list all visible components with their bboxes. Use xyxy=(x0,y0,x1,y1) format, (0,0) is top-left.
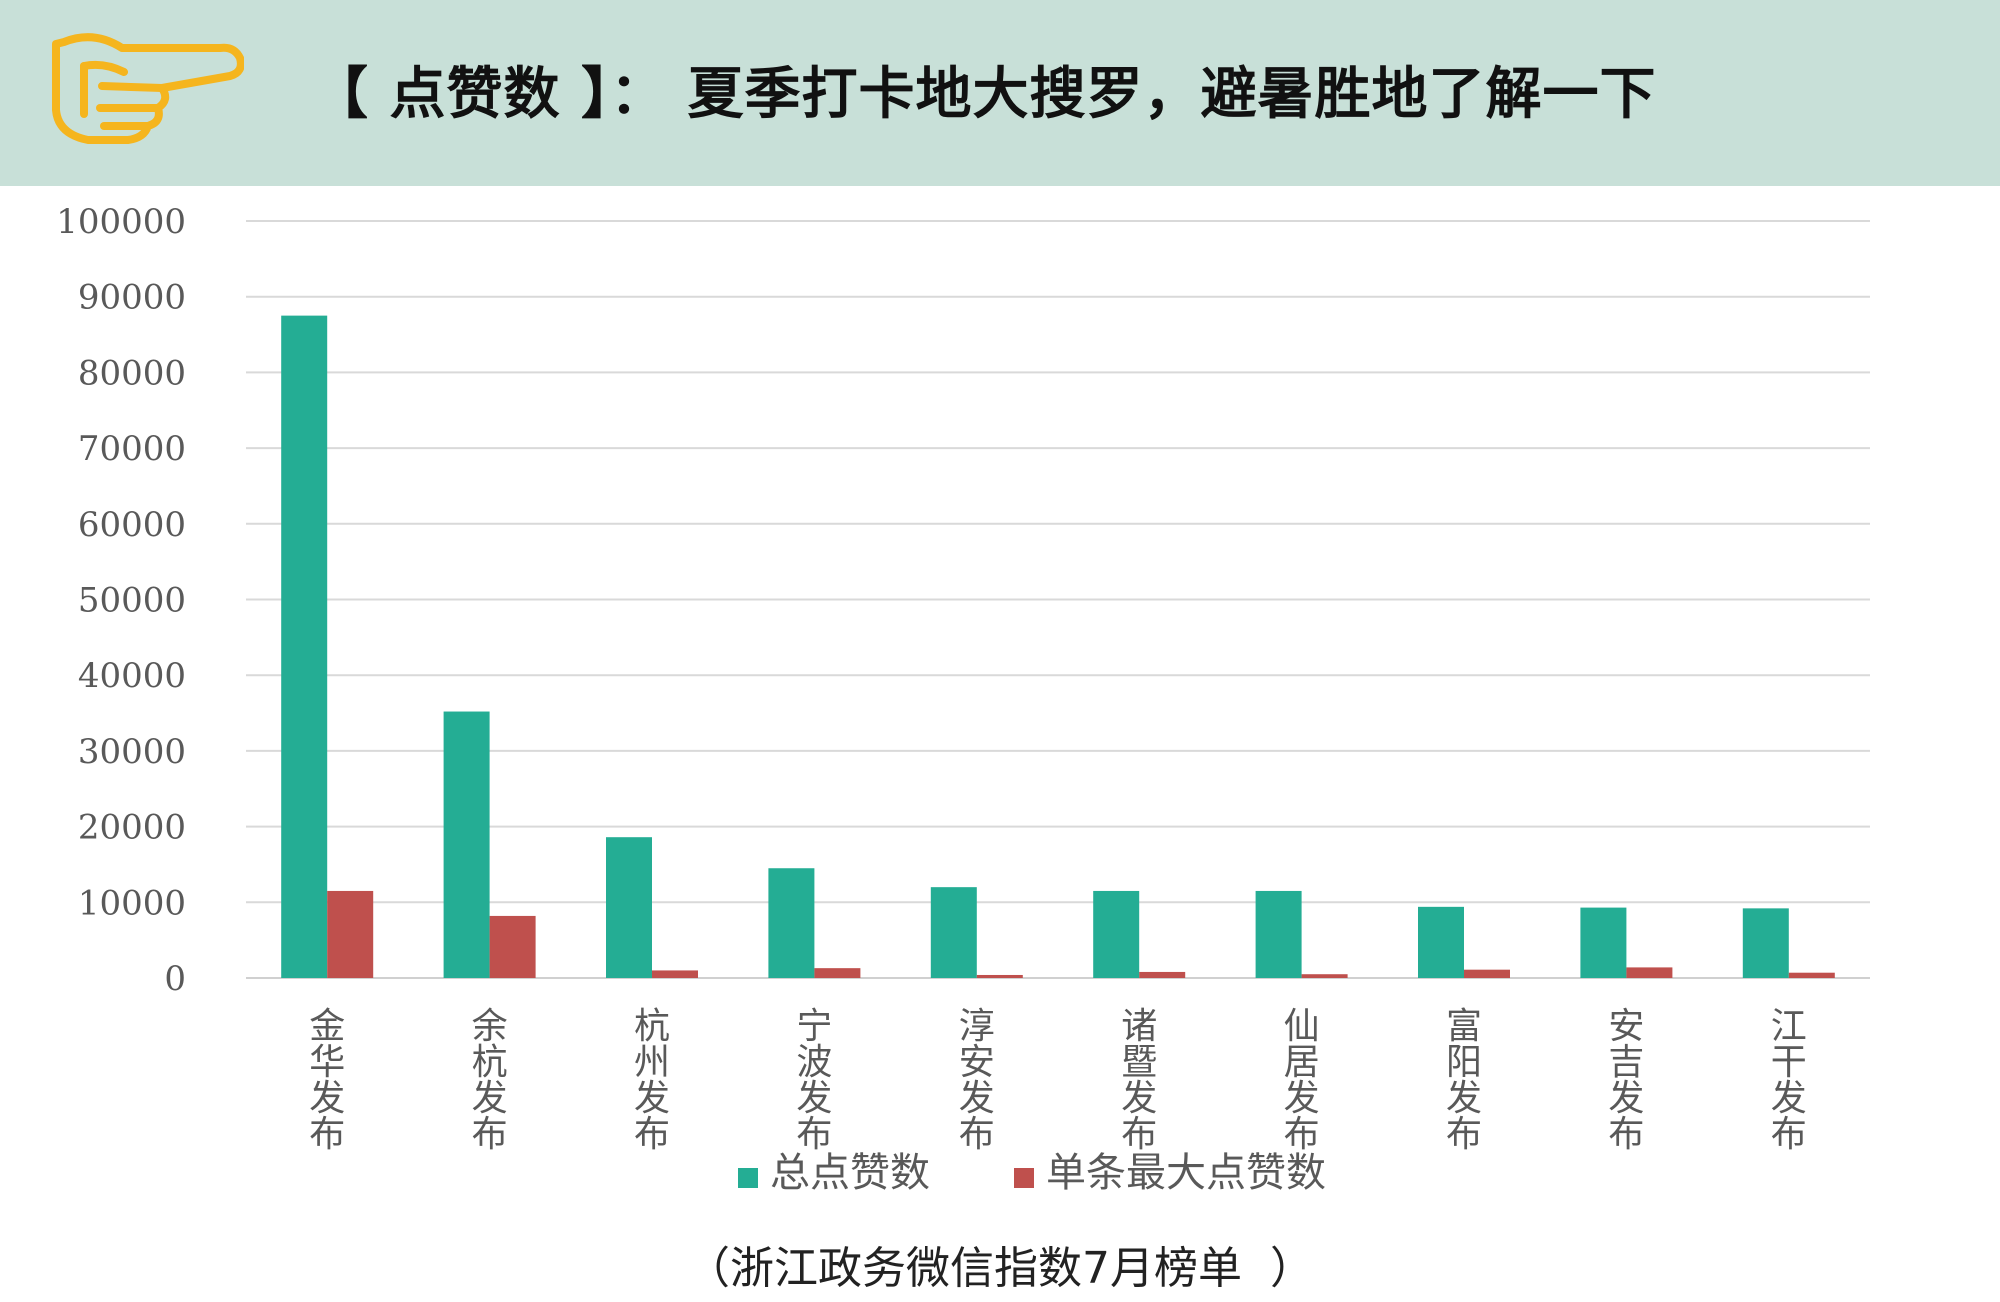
bar-chart: 0 10000 20000 30000 40000 50000 60000 70000 8000… xyxy=(56,202,1870,1196)
y-tick-label: 50000 xyxy=(78,581,186,621)
bar xyxy=(652,970,698,978)
x-tick-label: 布 xyxy=(1446,1114,1482,1155)
x-tick-label: 发 xyxy=(634,1078,670,1119)
y-tick-label: 90000 xyxy=(78,278,186,318)
x-tick-label: 发 xyxy=(1446,1078,1482,1119)
x-tick-label: 宁 xyxy=(796,1006,832,1047)
x-tick-label: 阳 xyxy=(1446,1042,1482,1083)
x-tick-label: 暨 xyxy=(1121,1042,1157,1083)
x-tick-label: 发 xyxy=(959,1078,995,1119)
x-tick-label: 干 xyxy=(1771,1042,1807,1083)
y-tick-label: 20000 xyxy=(78,808,186,848)
bar xyxy=(606,837,652,978)
x-tick-label: 布 xyxy=(1284,1114,1320,1155)
y-tick-label: 30000 xyxy=(78,732,186,772)
bar xyxy=(327,890,374,978)
x-tick-label: 布 xyxy=(472,1114,508,1155)
bar xyxy=(768,868,815,978)
bar xyxy=(814,968,861,978)
y-tick-label: 70000 xyxy=(78,429,186,469)
x-tick-label: 布 xyxy=(959,1114,995,1155)
header-banner: 【 点赞数 】： 夏季打卡地大搜罗，避暑胜地了解一下 xyxy=(0,0,2000,186)
y-tick-label: 0 xyxy=(164,959,186,999)
bar xyxy=(443,711,490,978)
x-tick-label: 发 xyxy=(1771,1078,1807,1119)
y-axis-ticks: 0 10000 20000 30000 40000 50000 60000 70000 8000… xyxy=(56,202,186,999)
page-title: 【 点赞数 】： 夏季打卡地大搜罗，避暑胜地了解一下 xyxy=(312,62,1657,127)
x-tick-label: 余 xyxy=(472,1006,508,1047)
x-tick-label: 布 xyxy=(309,1114,345,1155)
x-tick-label: 州 xyxy=(634,1042,670,1083)
legend-label: 单条最大点赞数 xyxy=(1046,1150,1326,1196)
legend-swatch xyxy=(738,1168,758,1188)
x-tick-label: 发 xyxy=(1121,1078,1157,1119)
x-tick-label: 富 xyxy=(1446,1006,1482,1047)
x-tick-label: 安 xyxy=(1608,1006,1644,1047)
bar xyxy=(1255,890,1302,978)
bar xyxy=(281,315,328,978)
x-tick-label: 布 xyxy=(796,1114,832,1155)
x-tick-label: 诸 xyxy=(1121,1006,1157,1047)
x-tick-label: 淳 xyxy=(959,1006,995,1047)
x-tick-label: 仙 xyxy=(1284,1006,1320,1047)
y-tick-label: 60000 xyxy=(78,505,186,545)
legend: 总点赞数 单条最大点赞数 xyxy=(738,1150,1326,1196)
y-tick-label: 40000 xyxy=(78,656,186,696)
bars xyxy=(281,315,1835,978)
x-tick-label: 布 xyxy=(1121,1114,1157,1155)
x-tick-label: 安 xyxy=(959,1042,995,1083)
legend-swatch xyxy=(1014,1168,1034,1188)
x-tick-label: 发 xyxy=(796,1078,832,1119)
bar xyxy=(489,915,536,978)
y-tick-label: 80000 xyxy=(78,353,186,393)
x-tick-label: 布 xyxy=(634,1114,670,1155)
footnote-source: （浙江政务微信指数7月榜单 ） xyxy=(686,1243,1314,1294)
x-tick-label: 金 xyxy=(309,1006,345,1047)
bar xyxy=(1626,967,1673,978)
x-tick-label: 布 xyxy=(1771,1114,1807,1155)
x-tick-label: 发 xyxy=(309,1078,345,1119)
bar xyxy=(1742,908,1789,978)
x-tick-label: 发 xyxy=(472,1078,508,1119)
x-tick-label: 波 xyxy=(796,1042,832,1083)
bar xyxy=(976,974,1023,978)
pointing-hand-icon xyxy=(52,33,244,144)
x-tick-label: 布 xyxy=(1608,1114,1644,1155)
y-tick-label: 10000 xyxy=(78,883,186,923)
bar xyxy=(1093,890,1140,978)
bar xyxy=(1301,974,1348,978)
x-tick-label: 发 xyxy=(1284,1078,1320,1119)
x-tick-label: 居 xyxy=(1284,1042,1320,1083)
bar xyxy=(1418,906,1464,978)
bar xyxy=(1464,969,1510,978)
x-tick-label: 发 xyxy=(1608,1078,1644,1119)
bar xyxy=(1580,907,1627,978)
y-tick-label: 100000 xyxy=(56,202,186,242)
x-tick-label: 杭 xyxy=(634,1006,670,1047)
x-tick-label: 华 xyxy=(309,1042,345,1083)
bar xyxy=(930,887,977,978)
x-tick-label: 杭 xyxy=(472,1042,508,1083)
legend-label: 总点赞数 xyxy=(770,1150,930,1196)
bar xyxy=(1788,972,1835,978)
bar xyxy=(1139,971,1186,978)
x-tick-label: 江 xyxy=(1771,1006,1807,1047)
x-tick-label: 吉 xyxy=(1608,1042,1644,1083)
